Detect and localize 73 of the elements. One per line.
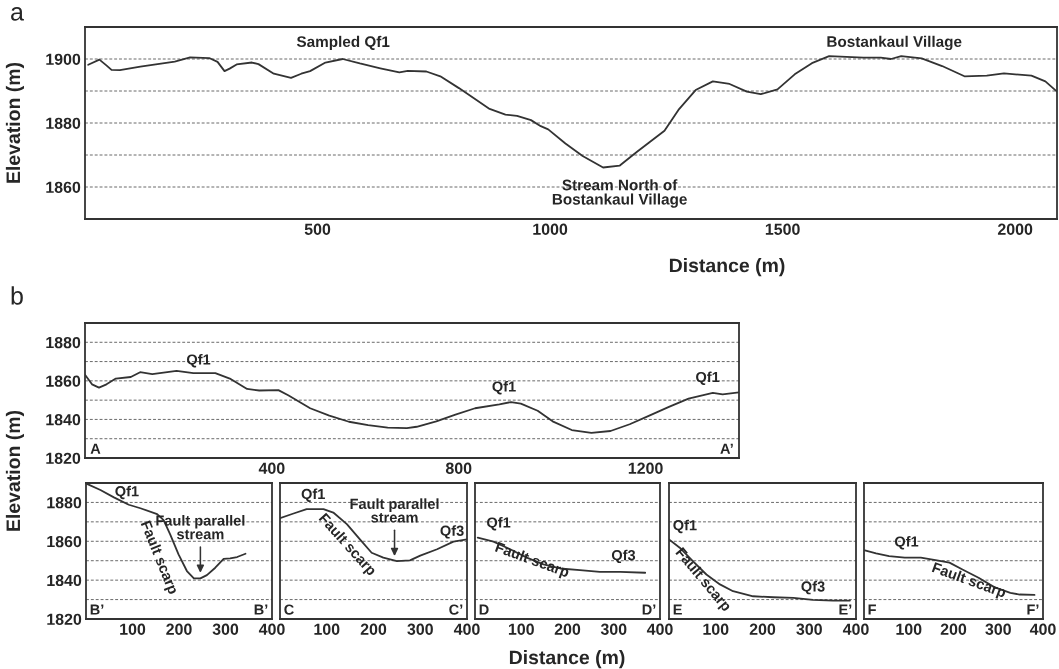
x-tick-label: 200 [554,623,581,635]
annotation: Qf1 [115,485,139,500]
x-tick-label: 500 [304,223,331,235]
y-tick-label: 1820 [46,452,81,464]
annotation: Fault parallel stream [350,498,439,523]
annotation: D [479,604,489,615]
annotation: F’ [1027,604,1039,615]
annotation: Qf1 [492,381,516,395]
annotation: Qf1 [186,354,211,368]
annotation: C’ [449,604,463,615]
annotation: Qf1 [673,519,697,534]
annotation: Qf1 [301,488,325,502]
y-tick-label: 1860 [47,535,82,548]
x-tick-label: 400 [258,623,285,635]
x-tick-label: 300 [212,623,239,635]
y-tick-label: 1860 [46,181,81,193]
annotation: E [673,604,682,615]
annotation: Qf3 [440,525,464,539]
x-tick-label: 400 [258,462,285,474]
x-tick-label: 1500 [765,223,800,235]
x-tick-label: 300 [796,623,822,635]
x-tick-label: 300 [985,623,1011,635]
x-tick-label: 300 [600,623,627,635]
x-tick-label: 400 [453,623,480,635]
x-tick-label: 100 [508,623,534,635]
x-tick-label: 100 [703,623,729,635]
y-tick-label: 1880 [46,336,81,349]
annotation: C [284,604,294,615]
x-tick-label: 300 [407,623,433,635]
annotation: Stream North of Bostankaul Village [552,179,687,208]
x-tick-label: 100 [896,623,922,635]
text: b [11,286,23,305]
annotation: F [868,604,876,615]
annotation: Qf3 [801,580,825,595]
annotation: A [90,443,101,454]
x-tick-label: 100 [314,623,340,635]
x-axis-title: Distance (m) [669,258,785,277]
y-tick-label: 1840 [46,414,81,426]
annotation: Qf1 [696,371,720,385]
x-tick-label: 2000 [997,223,1033,235]
annotation: Bostankaul Village [827,35,962,51]
y-axis-title: Elevation (m) [5,62,24,183]
annotation: Qf1 [487,517,511,531]
annotation: Qf1 [894,536,919,550]
annotation: B’ [90,604,104,615]
annotation: B’ [254,604,268,615]
annotation: D’ [642,604,656,615]
annotation: E’ [839,604,852,615]
x-tick-label: 200 [360,623,387,635]
x-tick-label: 200 [166,623,192,635]
x-tick-label: 100 [120,623,146,635]
x-tick-label: 200 [940,623,967,635]
x-tick-label: 400 [646,623,673,635]
y-tick-label: 1820 [47,613,82,625]
annotation: Qf3 [611,549,636,564]
y-tick-label: 1880 [46,117,81,129]
annotation: A’ [720,443,733,454]
y-tick-label: 1900 [46,53,81,65]
x-tick-label: 400 [1029,623,1056,635]
x-tick-label: 200 [749,623,776,635]
x-tick-label: 400 [842,623,869,635]
y-tick-label: 1860 [46,375,81,387]
annotation: Fault scarp [493,541,571,581]
x-tick-label: 1000 [533,223,568,235]
x-tick-label: 1200 [628,462,663,474]
y-tick-label: 1880 [47,497,82,509]
annotation: Fault scarp [930,561,1008,601]
annotation: Sampled Qf1 [296,35,390,51]
text: a [11,7,24,21]
x-tick-label: 800 [445,462,472,474]
y-axis-title: Elevation (m) [5,410,24,531]
x-axis-title: Distance (m) [509,650,625,669]
y-tick-label: 1840 [47,574,82,587]
